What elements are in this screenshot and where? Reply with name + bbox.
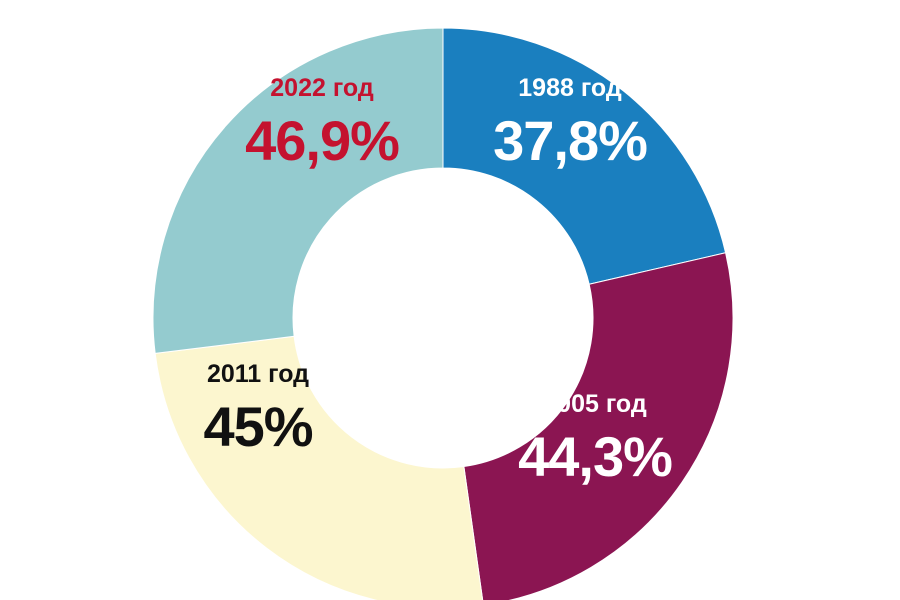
slice-value-label: 45% bbox=[203, 395, 312, 458]
slice-value-label: 44,3% bbox=[518, 425, 672, 488]
slice-labels: 1988 год 37,8% 2005 год 44,3% 2011 год 45% 202… bbox=[203, 74, 673, 488]
slice-year-label: 2011 год bbox=[207, 360, 309, 388]
slice-year-label: 1988 год bbox=[518, 74, 622, 102]
donut-slice-2 bbox=[154, 335, 484, 600]
donut-slice-0 bbox=[442, 27, 727, 285]
donut-slice-1 bbox=[463, 252, 734, 600]
slice-year-label: 2005 год bbox=[543, 390, 647, 418]
slice-value-label: 46,9% bbox=[245, 109, 399, 172]
slice-year-label: 2022 год bbox=[270, 74, 374, 102]
slice-value-label: 37,8% bbox=[493, 109, 647, 172]
donut-slices bbox=[152, 27, 734, 600]
donut-slice-3 bbox=[152, 27, 444, 354]
